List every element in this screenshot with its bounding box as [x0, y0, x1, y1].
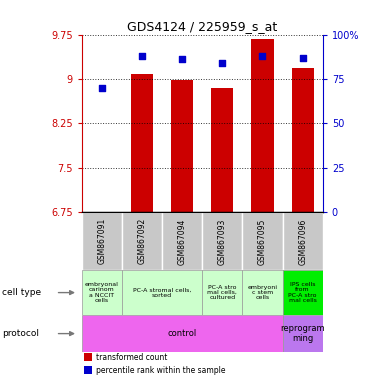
- Bar: [202, 270, 242, 315]
- Bar: [283, 212, 323, 270]
- Text: GSM867091: GSM867091: [97, 218, 106, 265]
- Bar: [162, 212, 202, 270]
- Text: PC-A stromal cells,
sorted: PC-A stromal cells, sorted: [133, 287, 191, 298]
- Bar: [252, 39, 273, 212]
- Bar: [171, 80, 193, 212]
- Text: protocol: protocol: [2, 329, 39, 338]
- Bar: [242, 270, 283, 315]
- Text: reprogram
ming: reprogram ming: [280, 324, 325, 343]
- Bar: [202, 212, 242, 270]
- Point: [139, 53, 145, 59]
- Text: GSM867096: GSM867096: [298, 218, 307, 265]
- Bar: [242, 212, 283, 270]
- Text: GSM867092: GSM867092: [137, 218, 147, 265]
- Bar: [122, 212, 162, 270]
- Bar: [283, 270, 323, 315]
- Bar: [122, 270, 202, 315]
- Title: GDS4124 / 225959_s_at: GDS4124 / 225959_s_at: [127, 20, 277, 33]
- Point: [179, 56, 185, 63]
- Text: percentile rank within the sample: percentile rank within the sample: [96, 366, 226, 375]
- Text: GSM867094: GSM867094: [178, 218, 187, 265]
- Text: embryoni
c stem
cells: embryoni c stem cells: [247, 285, 278, 301]
- Bar: [211, 88, 233, 212]
- Text: cell type: cell type: [2, 288, 41, 297]
- Bar: [84, 366, 92, 374]
- Text: GSM867093: GSM867093: [218, 218, 227, 265]
- Bar: [84, 353, 92, 361]
- Bar: [283, 315, 323, 353]
- Text: embryonal
carinom
a NCCIT
cells: embryonal carinom a NCCIT cells: [85, 282, 119, 303]
- Point: [99, 85, 105, 91]
- Bar: [82, 270, 122, 315]
- Point: [259, 53, 265, 59]
- Text: control: control: [167, 329, 197, 338]
- Point: [219, 60, 225, 66]
- Bar: [131, 74, 153, 212]
- Bar: [82, 212, 122, 270]
- Text: transformed count: transformed count: [96, 353, 167, 362]
- Bar: [82, 315, 283, 353]
- Bar: [292, 68, 314, 212]
- Point: [300, 55, 306, 61]
- Text: GSM867095: GSM867095: [258, 218, 267, 265]
- Text: IPS cells
from
PC-A stro
mal cells: IPS cells from PC-A stro mal cells: [288, 282, 317, 303]
- Bar: [91, 212, 113, 214]
- Text: PC-A stro
mal cells,
cultured: PC-A stro mal cells, cultured: [207, 285, 237, 301]
